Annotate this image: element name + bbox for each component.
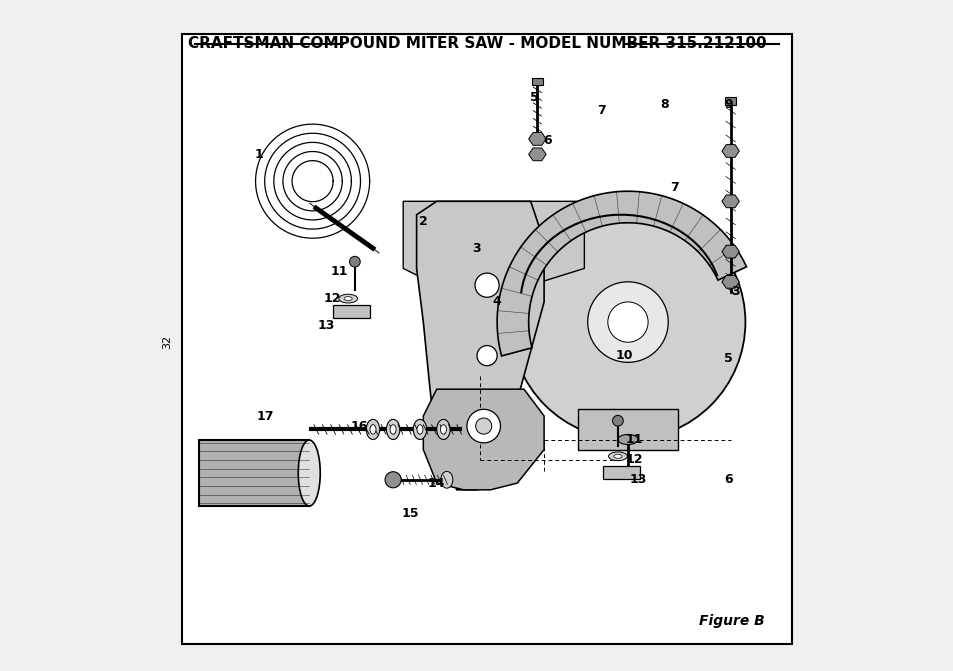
Ellipse shape [413,419,426,440]
Text: 6: 6 [723,473,732,486]
Bar [724,97,735,105]
Circle shape [476,346,497,366]
Ellipse shape [298,440,320,506]
Text: CRAFTSMAN COMPOUND MITER SAW - MODEL NUMBER 315.212100: CRAFTSMAN COMPOUND MITER SAW - MODEL NUM… [188,36,765,51]
Text: 17: 17 [256,409,274,423]
Polygon shape [721,245,739,258]
Text: 32: 32 [162,335,172,350]
Polygon shape [578,409,678,450]
Circle shape [587,282,667,362]
Text: 1: 1 [254,148,263,161]
Text: 3: 3 [472,242,481,255]
Bar [199,440,309,506]
Ellipse shape [440,471,453,488]
Ellipse shape [366,419,379,440]
Ellipse shape [436,419,450,440]
Text: 8: 8 [659,97,668,111]
Ellipse shape [338,294,357,303]
Ellipse shape [344,297,352,301]
Text: 6: 6 [542,134,551,148]
Text: 7: 7 [670,181,679,195]
Text: 10: 10 [616,349,633,362]
Text: 4: 4 [493,295,501,309]
Text: 12: 12 [625,453,642,466]
Bar [532,78,542,85]
Circle shape [385,472,401,488]
Circle shape [476,418,491,434]
Text: 16: 16 [351,419,368,433]
Polygon shape [416,201,543,490]
Bar [333,305,369,318]
Text: 3: 3 [730,285,739,299]
Polygon shape [721,195,739,208]
Text: 14: 14 [428,476,445,490]
Ellipse shape [386,419,399,440]
Text: 5: 5 [529,91,537,104]
Polygon shape [528,132,545,146]
Ellipse shape [390,425,395,434]
Ellipse shape [440,425,446,434]
Bar [602,466,639,479]
Circle shape [475,273,498,297]
Polygon shape [528,148,545,161]
Text: Figure B: Figure B [699,614,764,627]
Polygon shape [403,201,584,292]
Polygon shape [721,144,739,158]
Text: 5: 5 [723,352,732,366]
Ellipse shape [416,425,422,434]
Text: 2: 2 [418,215,427,228]
Circle shape [607,302,647,342]
Polygon shape [423,389,543,490]
Text: 9: 9 [723,97,732,111]
Circle shape [466,409,500,443]
Text: 7: 7 [597,104,605,117]
Text: 11: 11 [331,265,348,278]
Circle shape [349,256,360,267]
Ellipse shape [370,425,375,434]
Text: 15: 15 [400,507,418,520]
Text: 13: 13 [317,319,335,332]
Ellipse shape [613,454,621,458]
Polygon shape [721,275,739,289]
Polygon shape [497,191,746,356]
Circle shape [612,415,622,426]
Text: 13: 13 [629,473,646,486]
Text: 11: 11 [625,433,642,446]
Circle shape [510,205,744,440]
Text: 12: 12 [324,292,341,305]
Ellipse shape [608,452,627,460]
Ellipse shape [618,435,638,444]
